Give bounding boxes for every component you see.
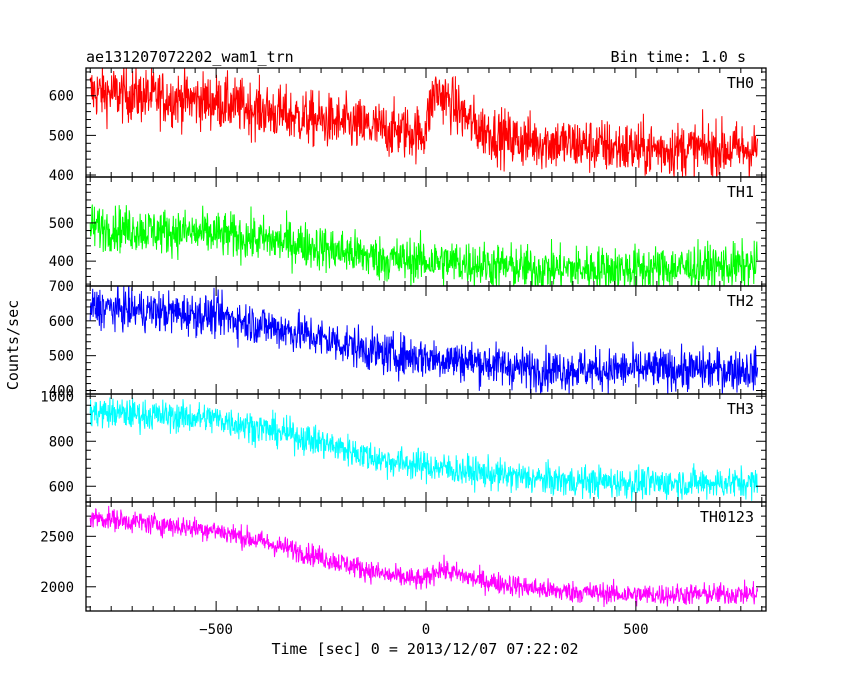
y-tick-label: 400 (49, 254, 74, 270)
panel-label-th2: TH2 (727, 292, 754, 310)
y-tick-label: 500 (49, 128, 74, 144)
panel-th0: 400 500 600 TH0 (49, 67, 767, 184)
panel-th0123: 2000 2500 TH0123 (40, 501, 767, 612)
x-tick-label: 500 (623, 622, 648, 638)
series-line-th0 (89, 68, 759, 177)
series-line-th0123 (89, 505, 759, 608)
y-tick-label: 1000 (40, 389, 74, 405)
x-tick-label: −500 (199, 622, 233, 638)
series-line-th1 (89, 204, 759, 286)
chart-title-left: ae131207072202_wam1_trn (86, 48, 294, 66)
panel-th1: 400 500 TH1 (49, 176, 767, 287)
y-tick-label: 800 (49, 434, 74, 450)
panel-label-th3: TH3 (727, 400, 754, 418)
y-tick-label: 400 (49, 168, 74, 184)
x-axis-label: Time [sec] 0 = 2013/12/07 07:22:02 (271, 640, 578, 658)
chart-title-right: Bin time: 1.0 s (611, 48, 746, 66)
panel-th2: 400 500 600 700 TH2 (49, 279, 767, 400)
series-line-th3 (89, 397, 759, 502)
y-axis-label: Counts/sec (4, 300, 22, 390)
panel-label-th1: TH1 (727, 183, 754, 201)
panel-th3: 600 800 1000 TH3 (40, 389, 767, 503)
y-tick-label: 600 (49, 314, 74, 330)
y-tick-label: 400 (49, 384, 74, 400)
x-tick-label: 0 (422, 622, 430, 638)
panel-label-th0123: TH0123 (700, 508, 754, 526)
y-tick-label: 2500 (40, 529, 74, 545)
y-tick-label: 500 (49, 216, 74, 232)
panel-frame (85, 501, 767, 612)
y-tick-label: 700 (49, 279, 74, 295)
y-tick-label: 2000 (40, 580, 74, 596)
y-tick-label: 600 (49, 89, 74, 105)
series-line-th2 (89, 286, 759, 394)
panels-group: 400 500 600 TH0 400 500 TH1 400 500 600 700 TH2 600 8… (40, 67, 767, 638)
panel-label-th0: TH0 (727, 74, 754, 92)
y-tick-label: 500 (49, 349, 74, 365)
y-tick-label: 600 (49, 479, 74, 495)
